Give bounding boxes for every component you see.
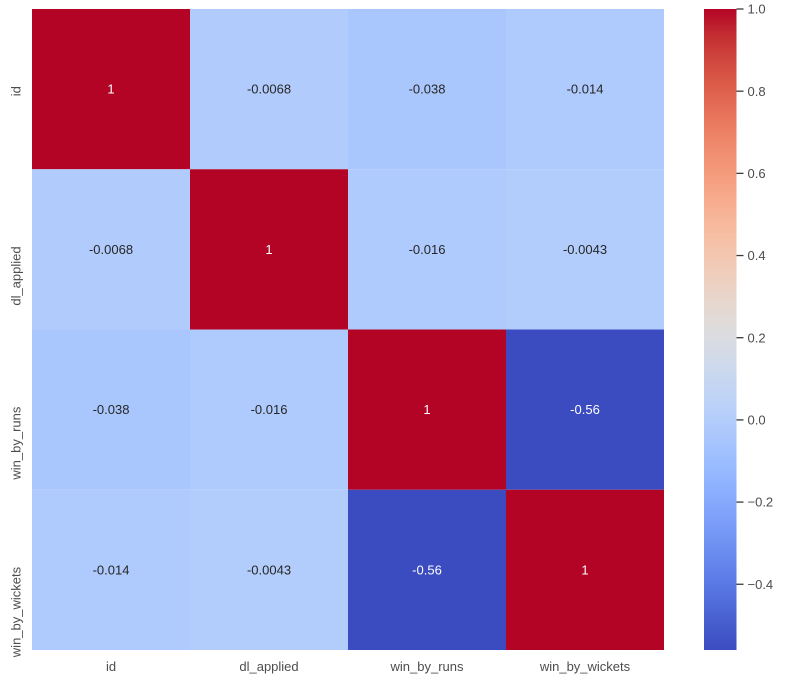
svg-text:-0.014: -0.014 [567, 82, 604, 97]
svg-text:-0.56: -0.56 [570, 402, 600, 417]
svg-text:id: id [106, 659, 116, 674]
svg-text:0.0: 0.0 [748, 413, 766, 428]
svg-text:dl_applied: dl_applied [9, 246, 24, 305]
svg-text:0.2: 0.2 [748, 330, 766, 345]
svg-text:-0.56: -0.56 [412, 562, 442, 577]
svg-text:-0.038: -0.038 [409, 82, 446, 97]
svg-text:-0.0068: -0.0068 [247, 82, 291, 97]
svg-text:1: 1 [581, 562, 588, 577]
svg-text:win_by_runs: win_by_runs [9, 406, 24, 480]
svg-text:-0.038: -0.038 [93, 402, 130, 417]
svg-text:-0.016: -0.016 [409, 242, 446, 257]
svg-text:-0.0068: -0.0068 [89, 242, 133, 257]
svg-text:0.8: 0.8 [748, 84, 766, 99]
svg-text:−0.4: −0.4 [748, 577, 774, 592]
svg-text:-0.016: -0.016 [251, 402, 288, 417]
svg-text:-0.0043: -0.0043 [563, 242, 607, 257]
svg-text:id: id [9, 86, 24, 96]
svg-text:-0.014: -0.014 [93, 562, 130, 577]
svg-text:0.6: 0.6 [748, 166, 766, 181]
svg-text:−0.2: −0.2 [748, 495, 774, 510]
svg-text:win_by_runs: win_by_runs [390, 659, 464, 674]
svg-text:0.4: 0.4 [748, 248, 766, 263]
svg-text:dl_applied: dl_applied [239, 659, 298, 674]
svg-text:1: 1 [107, 82, 114, 97]
svg-text:win_by_wickets: win_by_wickets [9, 566, 24, 658]
svg-text:-0.0043: -0.0043 [247, 562, 291, 577]
svg-text:1: 1 [423, 402, 430, 417]
svg-text:win_by_wickets: win_by_wickets [539, 659, 631, 674]
svg-text:1: 1 [265, 242, 272, 257]
svg-text:1.0: 1.0 [748, 2, 766, 17]
